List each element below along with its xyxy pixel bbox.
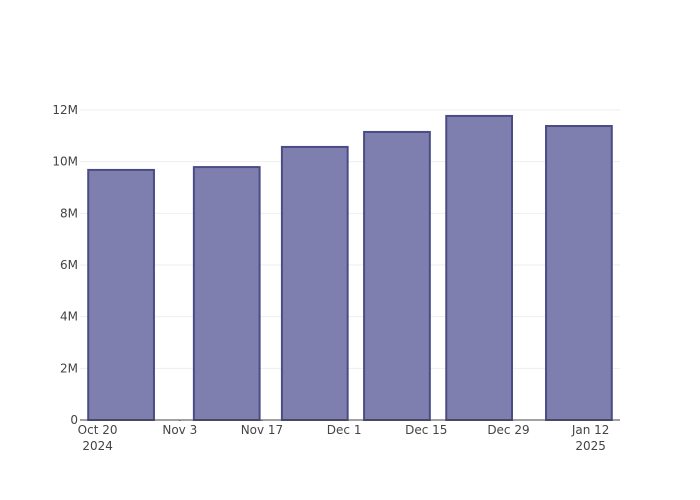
y-tick-label: 8M xyxy=(60,206,78,220)
y-tick-label: 4M xyxy=(60,310,78,324)
bar xyxy=(363,130,431,421)
x-tick-label: Dec 1 xyxy=(327,423,362,437)
x-tick-label: Jan 12 2025 xyxy=(571,423,610,453)
y-tick-label: 6M xyxy=(60,258,78,272)
y-tick-label: 2M xyxy=(60,361,78,375)
x-tick-label: Nov 17 xyxy=(241,423,284,437)
grid xyxy=(80,109,620,421)
bar xyxy=(192,166,261,421)
bar xyxy=(445,114,513,421)
y-tick-label: 12M xyxy=(52,103,78,117)
y-tick-label: 10M xyxy=(52,155,78,169)
x-tick-label: Nov 3 xyxy=(162,423,197,437)
x-tick-label: Oct 20 2024 xyxy=(78,423,118,453)
bar xyxy=(87,168,155,421)
bar xyxy=(545,125,613,422)
x-tick-label: Dec 29 xyxy=(487,423,529,437)
x-tick-label: Dec 15 xyxy=(405,423,447,437)
y-tick-label: 0 xyxy=(70,413,78,427)
bar xyxy=(280,145,349,421)
